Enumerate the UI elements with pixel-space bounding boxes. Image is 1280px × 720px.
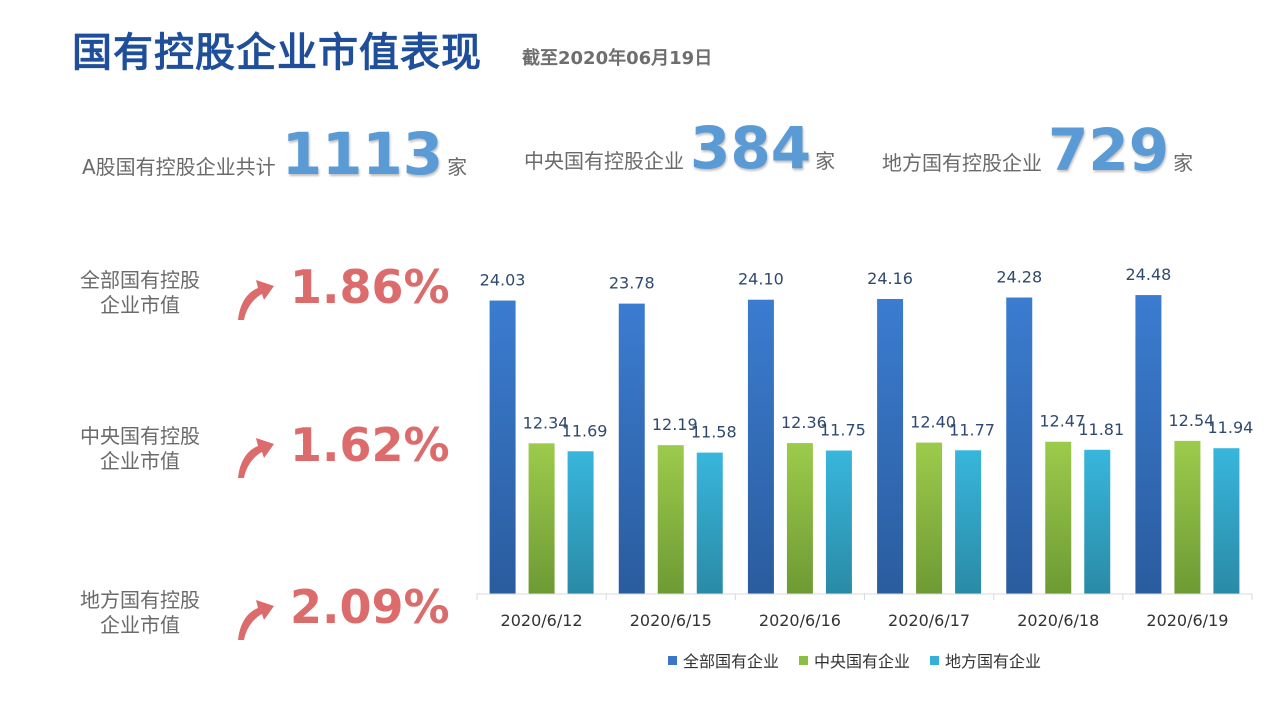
bar-central bbox=[786, 443, 813, 594]
data-label-central: 12.34 bbox=[523, 413, 569, 432]
stat-central-label: 中央国有控股企业 bbox=[524, 149, 684, 173]
stat-total: A股国有控股企业共计 1113 家 bbox=[82, 120, 467, 188]
change-total-label-line2: 企业市值 bbox=[100, 293, 180, 317]
change-total-label: 全部国有控股 企业市值 bbox=[50, 268, 230, 318]
legend-label-central: 中央国有企业 bbox=[814, 652, 911, 671]
bar-total bbox=[489, 300, 516, 594]
stat-total-unit: 家 bbox=[447, 155, 468, 179]
change-local-label: 地方国有控股 企业市值 bbox=[50, 588, 230, 638]
bar-central bbox=[657, 445, 684, 594]
bar-central bbox=[916, 442, 943, 594]
x-tick-label: 2020/6/15 bbox=[630, 611, 712, 630]
up-arrow-icon bbox=[238, 438, 274, 478]
data-label-local: 11.69 bbox=[562, 421, 608, 440]
change-central-value: 1.62% bbox=[290, 418, 450, 472]
stat-total-label: A股国有控股企业共计 bbox=[82, 155, 276, 179]
change-total-label-line1: 全部国有控股 bbox=[80, 268, 200, 292]
x-tick-label: 2020/6/19 bbox=[1146, 611, 1228, 630]
change-row-local: 地方国有控股 企业市值 2.09% bbox=[50, 580, 470, 660]
change-row-central: 中央国有控股 企业市值 1.62% bbox=[50, 418, 470, 498]
bar-total bbox=[877, 298, 904, 594]
stat-central-value: 384 bbox=[690, 114, 812, 182]
stat-local-unit: 家 bbox=[1173, 151, 1194, 175]
bar-local bbox=[825, 450, 852, 594]
bar-central bbox=[1174, 440, 1201, 594]
up-arrow-icon bbox=[238, 280, 274, 320]
page-title: 国有控股企业市值表现 bbox=[72, 30, 482, 76]
stat-central: 中央国有控股企业 384 家 bbox=[524, 114, 835, 182]
legend-swatch-central bbox=[799, 655, 809, 665]
data-label-central: 12.54 bbox=[1169, 411, 1215, 430]
legend-item-total: 全部国有企业 bbox=[668, 648, 779, 672]
data-label-local: 11.81 bbox=[1078, 420, 1124, 439]
data-label-total: 23.78 bbox=[609, 274, 655, 293]
up-arrow-icon bbox=[238, 600, 274, 640]
legend-label-local: 地方国有企业 bbox=[945, 652, 1042, 671]
data-label-total: 24.48 bbox=[1126, 265, 1172, 284]
change-total-value: 1.86% bbox=[290, 260, 450, 314]
bar-local bbox=[567, 451, 594, 594]
bar-total bbox=[618, 303, 645, 594]
stat-local-label: 地方国有控股企业 bbox=[882, 151, 1042, 175]
data-label-central: 12.47 bbox=[1039, 412, 1085, 431]
change-central-label-line2: 企业市值 bbox=[100, 449, 180, 473]
x-tick-label: 2020/6/17 bbox=[888, 611, 970, 630]
x-tick-label: 2020/6/12 bbox=[501, 611, 583, 630]
legend-swatch-total bbox=[668, 655, 677, 665]
bar-total bbox=[1006, 297, 1033, 594]
legend-item-local: 地方国有企业 bbox=[930, 648, 1041, 672]
data-label-central: 12.19 bbox=[652, 415, 698, 434]
legend-item-central: 中央国有企业 bbox=[799, 648, 910, 672]
bar-total bbox=[1135, 295, 1162, 594]
data-label-total: 24.16 bbox=[867, 269, 913, 288]
change-central-label-line1: 中央国有控股 bbox=[80, 424, 200, 448]
x-tick-label: 2020/6/18 bbox=[1017, 611, 1099, 630]
data-label-central: 12.40 bbox=[910, 413, 956, 432]
bar-local bbox=[955, 450, 982, 594]
change-row-total: 全部国有控股 企业市值 1.86% bbox=[50, 260, 470, 340]
data-label-total: 24.03 bbox=[480, 271, 526, 290]
data-label-central: 12.36 bbox=[781, 413, 827, 432]
data-label-local: 11.94 bbox=[1208, 418, 1254, 437]
bar-total bbox=[747, 299, 774, 594]
page-subtitle: 截至2020年06月19日 bbox=[522, 48, 713, 69]
legend-label-total: 全部国有企业 bbox=[683, 652, 780, 671]
bar-local bbox=[1084, 449, 1111, 594]
change-local-label-line2: 企业市值 bbox=[100, 613, 180, 637]
x-tick-label: 2020/6/16 bbox=[759, 611, 841, 630]
stat-central-unit: 家 bbox=[815, 149, 836, 173]
bar-local bbox=[696, 452, 723, 594]
legend-swatch-local bbox=[930, 655, 940, 665]
data-label-local: 11.58 bbox=[691, 423, 737, 442]
bar-local bbox=[1213, 448, 1240, 594]
data-label-local: 11.75 bbox=[820, 421, 866, 440]
data-label-total: 24.28 bbox=[996, 268, 1042, 287]
data-label-total: 24.10 bbox=[738, 270, 784, 289]
change-central-label: 中央国有控股 企业市值 bbox=[50, 424, 230, 474]
bar-central bbox=[1045, 441, 1072, 594]
stat-total-value: 1113 bbox=[281, 120, 444, 188]
chart-legend: 全部国有企业 中央国有企业 地方国有企业 bbox=[668, 648, 1041, 672]
stat-local: 地方国有控股企业 729 家 bbox=[882, 116, 1193, 184]
stat-local-value: 729 bbox=[1048, 116, 1170, 184]
change-local-value: 2.09% bbox=[290, 580, 450, 634]
data-label-local: 11.77 bbox=[949, 420, 995, 439]
change-local-label-line1: 地方国有控股 bbox=[80, 588, 200, 612]
bar-central bbox=[528, 443, 555, 594]
